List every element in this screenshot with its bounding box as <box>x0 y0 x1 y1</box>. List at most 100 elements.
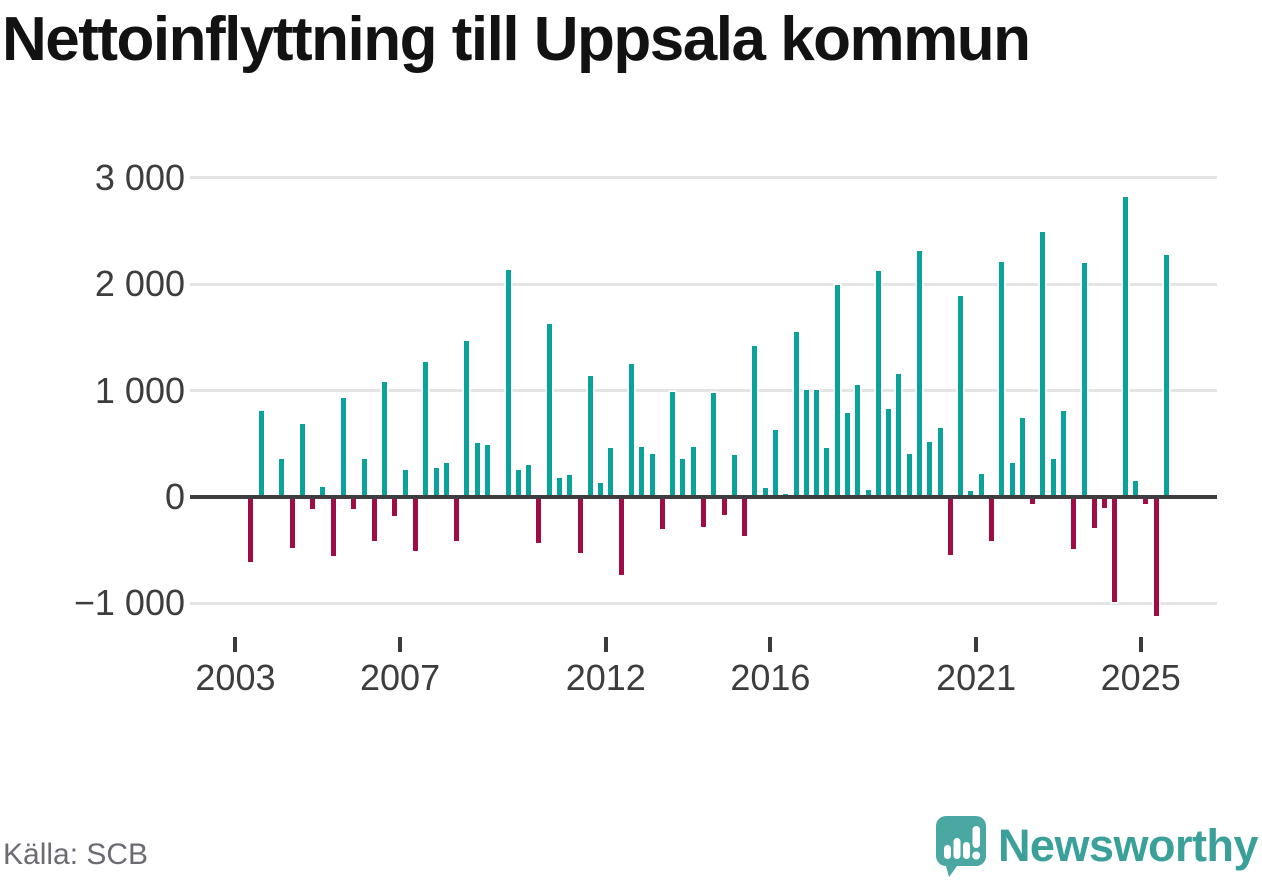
gridline-2000 <box>190 282 1217 286</box>
bar-2006-q4 <box>392 497 398 517</box>
bar-2016-q3 <box>793 332 799 497</box>
bar-2004-q2 <box>289 497 295 549</box>
zero-axis-line <box>190 495 1217 499</box>
y-axis-label: 2 000 <box>94 263 185 305</box>
bar-2010-q1 <box>526 464 532 497</box>
bar-2003-q2 <box>248 497 254 562</box>
bar-2017-q4 <box>845 413 851 497</box>
bar-2025-q1 <box>1143 497 1149 505</box>
bar-2016-q1 <box>773 429 779 497</box>
bar-2008-q2 <box>454 497 460 542</box>
bar-2007-q3 <box>423 362 429 497</box>
y-axis-label: 0 <box>164 476 185 517</box>
bar-2014-q1 <box>690 446 696 497</box>
bar-2009-q4 <box>515 469 521 497</box>
bar-2019-q3 <box>917 251 923 497</box>
bar-2005-q3 <box>340 398 346 497</box>
x-axis-label-2003: 2003 <box>195 657 276 698</box>
bar-2025-q3 <box>1163 255 1169 497</box>
bar-2005-q4 <box>351 497 357 509</box>
bar-2007-q4 <box>433 468 439 497</box>
bar-2022-q1 <box>1019 418 1025 497</box>
bar-2014-q2 <box>701 497 706 528</box>
bar-2020-q3 <box>958 296 964 497</box>
x-tick-2012 <box>603 637 608 652</box>
bar-2020-q1 <box>937 427 943 497</box>
gridline--1000 <box>190 601 1217 605</box>
bar-2023-q4 <box>1091 497 1097 528</box>
bar-2015-q3 <box>752 345 758 497</box>
y-axis-label: −1 000 <box>73 582 185 624</box>
bar-2019-q4 <box>927 442 933 497</box>
newsworthy-bubble-chart-icon <box>932 814 988 878</box>
bar-2010-q3 <box>546 323 552 497</box>
bar-2013-q4 <box>680 459 686 497</box>
bar-2022-q3 <box>1040 232 1046 497</box>
bar-2021-q3 <box>999 262 1005 497</box>
bar-2022-q2 <box>1030 497 1036 504</box>
bar-2015-q1 <box>731 454 737 497</box>
bar-2019-q2 <box>906 454 912 497</box>
bar-2017-q3 <box>834 285 840 497</box>
bar-2021-q4 <box>1009 463 1015 497</box>
bar-2017-q1 <box>814 389 820 497</box>
bar-2013-q2 <box>659 497 665 529</box>
bar-2014-q4 <box>721 497 727 516</box>
x-tick-2021 <box>974 637 979 652</box>
x-tick-2016 <box>768 637 773 652</box>
x-tick-2003 <box>233 637 238 652</box>
bar-2005-q2 <box>330 497 336 557</box>
bar-2015-q2 <box>742 497 748 536</box>
x-axis-label-2021: 2021 <box>936 657 1017 698</box>
bar-2024-q2 <box>1112 497 1118 603</box>
bar-2011-q3 <box>587 375 593 497</box>
bar-2023-q3 <box>1081 262 1087 497</box>
bar-2018-q3 <box>875 271 881 497</box>
bar-2003-q3 <box>258 411 264 497</box>
bar-2017-q2 <box>824 448 830 497</box>
bar-2008-q1 <box>443 462 449 497</box>
x-axis-label-2025: 2025 <box>1100 657 1181 698</box>
bar-2011-q2 <box>577 497 583 554</box>
bar-2006-q2 <box>371 497 377 542</box>
x-tick-2007 <box>398 637 403 652</box>
source-label: Källa: SCB <box>3 838 149 871</box>
bar-2004-q4 <box>310 497 316 510</box>
newsworthy-wordmark: Newsworthy <box>997 820 1259 871</box>
bar-2012-q1 <box>608 448 614 497</box>
bar-2007-q2 <box>412 497 418 551</box>
bar-2010-q4 <box>556 478 562 497</box>
bar-2004-q3 <box>299 423 305 497</box>
bar-2023-q1 <box>1061 410 1067 497</box>
bar-2012-q4 <box>639 446 645 497</box>
bar-2009-q1 <box>484 444 490 497</box>
gridline-1000 <box>190 389 1217 393</box>
bar-2023-q2 <box>1071 497 1077 550</box>
bar-2006-q3 <box>382 382 388 497</box>
x-tick-2025 <box>1138 637 1143 652</box>
bar-2024-q1 <box>1102 497 1108 508</box>
bar-2016-q4 <box>803 390 809 497</box>
bar-2021-q2 <box>989 497 995 541</box>
newsworthy-logo: Newsworthy <box>932 814 1259 878</box>
y-axis-label: 1 000 <box>94 369 185 411</box>
bar-2008-q4 <box>474 443 480 497</box>
bar-2018-q1 <box>855 385 861 497</box>
bar-2018-q2 <box>865 489 871 497</box>
chart-title: Nettoinflyttning till Uppsala kommun <box>2 5 1031 74</box>
bar-2024-q4 <box>1133 481 1139 497</box>
bar-2019-q1 <box>896 374 902 497</box>
bar-2024-q3 <box>1122 197 1128 497</box>
bar-2008-q3 <box>464 340 470 497</box>
bar-2011-q4 <box>598 483 604 497</box>
bar-2010-q2 <box>536 497 542 544</box>
bar-2013-q3 <box>670 392 676 497</box>
gridline-3000 <box>190 176 1217 180</box>
bar-2005-q1 <box>320 486 326 497</box>
bar-2012-q3 <box>629 364 634 497</box>
bar-2013-q1 <box>649 453 655 497</box>
bar-2014-q3 <box>711 393 717 497</box>
bar-2020-q2 <box>947 497 953 555</box>
x-axis-label-2016: 2016 <box>730 657 811 698</box>
